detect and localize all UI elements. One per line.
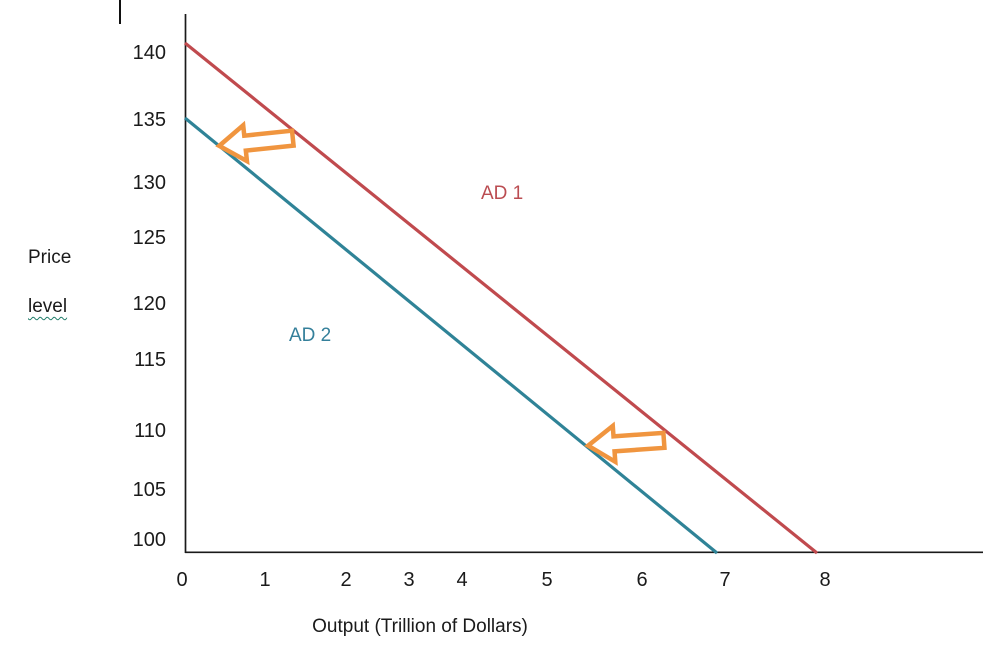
y-tick-135: 135 <box>132 109 166 131</box>
ad2-label: AD 2 <box>289 325 332 346</box>
ad1-curve <box>183 41 819 555</box>
y-tick-115: 115 <box>134 349 166 371</box>
left-shift-arrow-icon <box>215 120 297 166</box>
x-tick-0: 0 <box>176 569 188 591</box>
y-tick-120: 120 <box>132 293 166 315</box>
y-tick-105: 105 <box>132 479 166 501</box>
ad1-label: AD 1 <box>481 183 524 204</box>
y-tick-125: 125 <box>132 227 166 249</box>
x-tick-5: 5 <box>541 569 553 591</box>
x-tick-8: 8 <box>819 569 831 591</box>
y-axis-title-line2: level <box>28 296 68 317</box>
x-tick-4: 4 <box>456 569 468 591</box>
x-tick-6: 6 <box>636 569 648 591</box>
y-axis-title-line1: Price <box>28 247 72 268</box>
left-shift-arrow-icon <box>584 421 667 466</box>
x-tick-1: 1 <box>259 569 271 591</box>
x-tick-3: 3 <box>403 569 415 591</box>
y-tick-110: 110 <box>134 420 166 442</box>
x-axis-title: Output (Trillion of Dollars) <box>312 616 528 637</box>
y-tick-140: 140 <box>132 42 166 64</box>
y-tick-130: 130 <box>132 172 166 194</box>
text-cursor <box>119 0 121 24</box>
ad2-curve <box>183 116 719 555</box>
x-tick-2: 2 <box>340 569 352 591</box>
y-tick-100: 100 <box>132 529 166 551</box>
x-tick-7: 7 <box>719 569 731 591</box>
